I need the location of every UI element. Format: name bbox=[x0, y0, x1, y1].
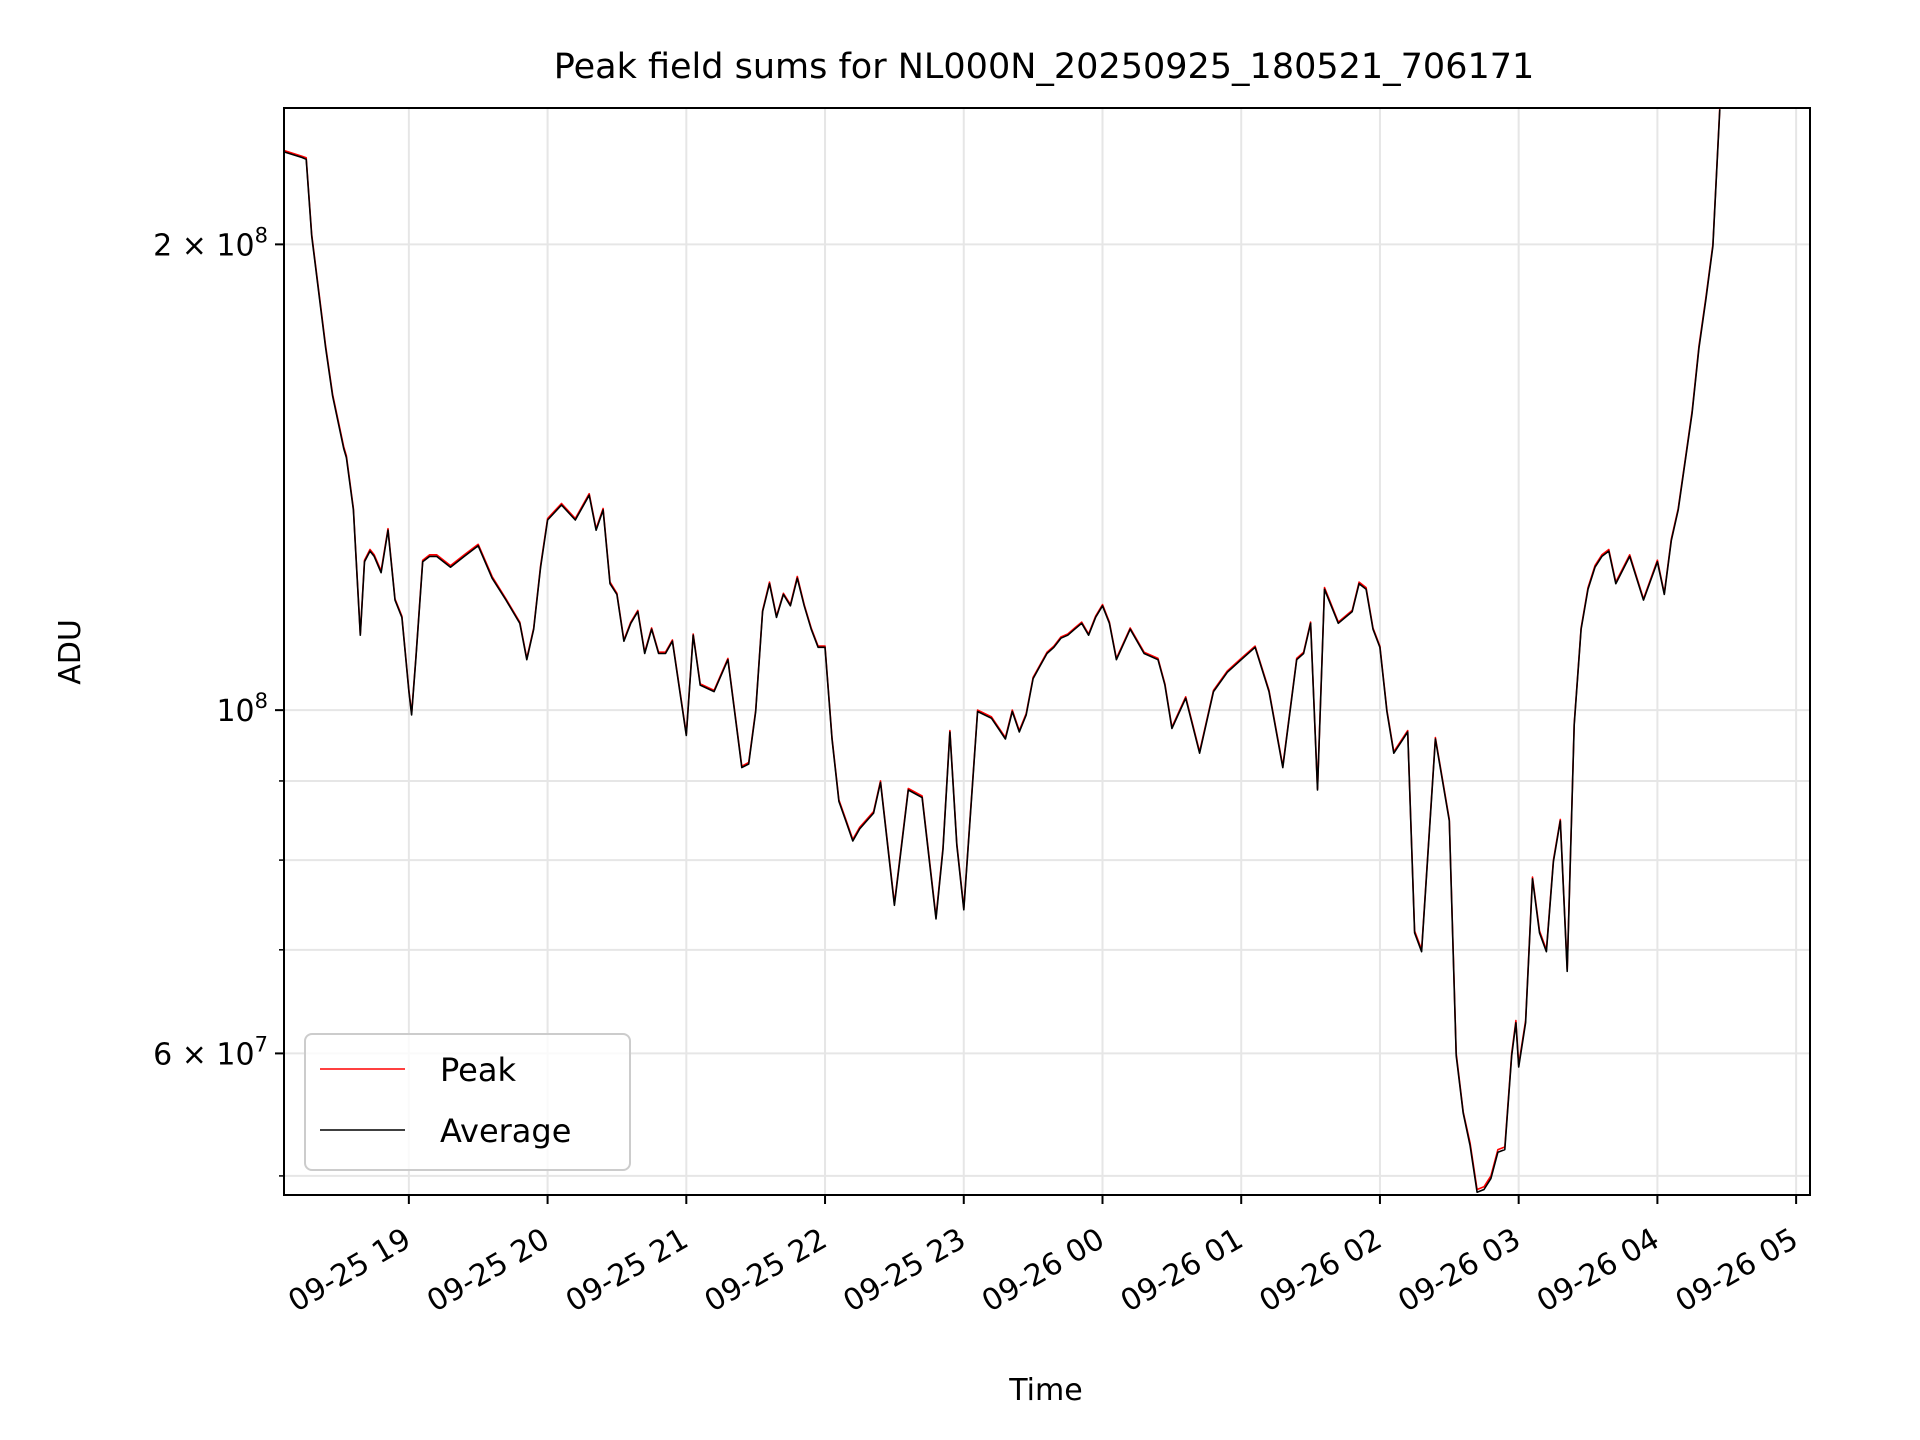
y-axis-label: ADU bbox=[53, 619, 88, 685]
legend-average-label: Average bbox=[440, 1112, 571, 1150]
grid bbox=[284, 108, 1810, 1195]
legend: Peak Average bbox=[304, 1033, 631, 1171]
y-tick-label: 6 × 107 bbox=[153, 1032, 268, 1072]
legend-box bbox=[304, 1033, 631, 1171]
y-axis: 2 × 108 108 6 × 107 bbox=[153, 223, 284, 1177]
series-line-average bbox=[283, 109, 1721, 1193]
y-tick-label: 2 × 108 bbox=[153, 223, 268, 263]
x-axis-label: Time bbox=[1008, 1373, 1082, 1408]
chart-title: Peak field sums for NL000N_20250925_1805… bbox=[554, 47, 1535, 87]
y-tick-label: 108 bbox=[216, 689, 268, 729]
plot-area-frame bbox=[283, 107, 1811, 1196]
plot-lines bbox=[283, 107, 1721, 1193]
legend-peak-label: Peak bbox=[440, 1051, 516, 1089]
